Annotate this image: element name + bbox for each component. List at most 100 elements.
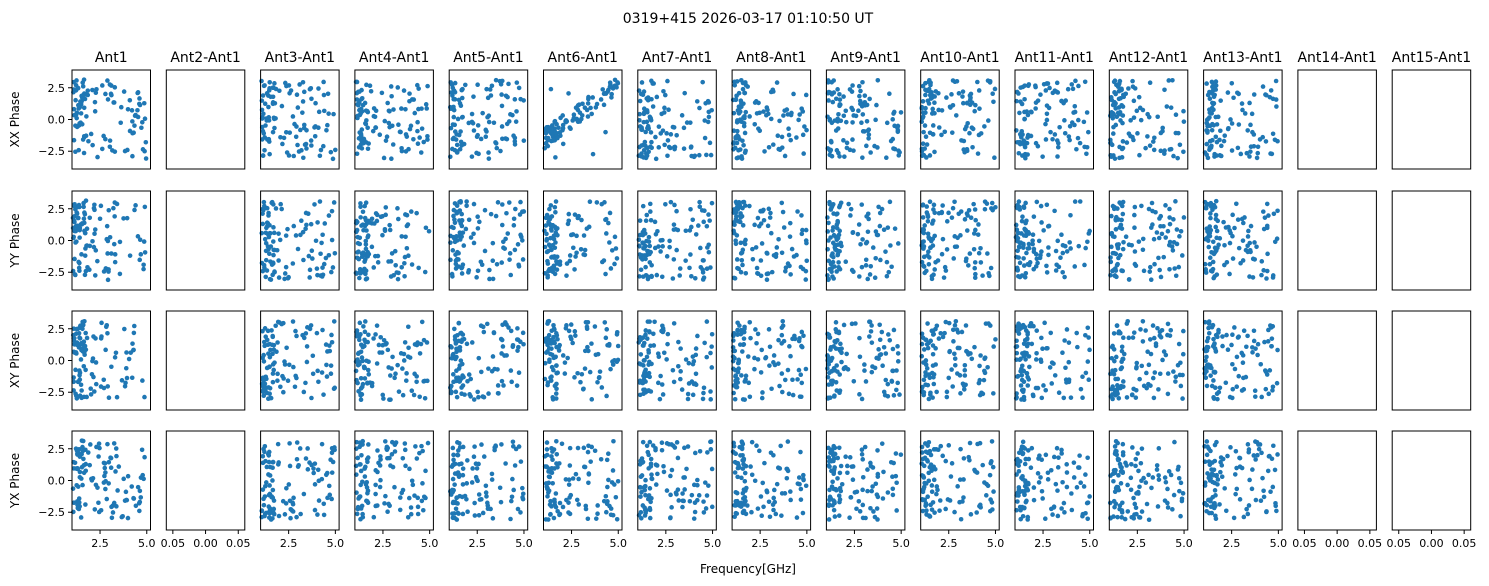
data-point — [636, 340, 642, 345]
data-point — [783, 265, 789, 270]
data-point — [1137, 152, 1142, 158]
data-point — [1131, 495, 1136, 501]
data-point — [831, 232, 837, 238]
data-point — [665, 331, 671, 337]
data-point — [1136, 468, 1141, 474]
data-point — [1170, 248, 1176, 253]
data-point — [545, 382, 550, 388]
data-point — [458, 200, 463, 205]
data-point — [965, 213, 970, 218]
axes-frame-ant11-ant1-2 — [1014, 310, 1094, 411]
data-point — [592, 324, 598, 329]
data-point — [92, 507, 98, 512]
data-point — [460, 444, 466, 450]
data-point — [674, 208, 679, 214]
data-point — [742, 494, 748, 500]
data-point — [835, 455, 841, 461]
data-point — [1151, 147, 1157, 153]
data-point — [1015, 373, 1021, 379]
data-point — [942, 330, 947, 336]
data-point — [387, 455, 392, 461]
data-point — [1080, 395, 1085, 401]
data-point — [477, 219, 482, 225]
data-point — [692, 450, 698, 456]
data-point — [779, 250, 785, 256]
data-point — [586, 94, 591, 100]
data-point — [759, 513, 765, 519]
data-point — [95, 485, 100, 490]
data-point — [964, 228, 970, 233]
x-tick-label: 0.05 — [161, 537, 186, 550]
data-point — [615, 478, 621, 484]
data-point — [855, 231, 861, 237]
data-point — [752, 355, 757, 361]
data-point — [119, 378, 125, 383]
data-point — [376, 460, 381, 466]
data-point — [1059, 447, 1064, 453]
scatter-points-ant11-ant1-0 — [1014, 78, 1091, 161]
data-point — [295, 246, 301, 252]
data-point — [921, 463, 927, 469]
axes-frame-ant3-ant1-3 — [260, 430, 340, 531]
data-point — [276, 513, 282, 519]
data-point — [486, 150, 491, 155]
data-point — [1160, 125, 1165, 131]
scatter-points-ant10-ant1-2 — [919, 318, 998, 402]
data-point — [1048, 129, 1053, 135]
data-point — [417, 351, 423, 356]
data-point — [96, 454, 101, 459]
data-point — [261, 359, 267, 364]
column-title-ant3-ant1: Ant3-Ant1 — [265, 50, 335, 66]
axes-frame-ant8-ant1-1 — [731, 190, 812, 291]
data-point — [1064, 327, 1070, 332]
data-point — [1062, 130, 1068, 136]
data-point — [105, 78, 110, 83]
data-point — [640, 503, 646, 508]
data-point — [504, 121, 510, 127]
data-point — [485, 95, 491, 101]
data-point — [884, 259, 890, 265]
data-point — [358, 506, 364, 511]
data-point — [112, 214, 117, 219]
data-point — [977, 106, 982, 111]
data-point — [548, 129, 554, 134]
data-point — [890, 117, 896, 122]
data-point — [643, 328, 649, 333]
data-point — [516, 444, 522, 449]
data-point — [448, 125, 454, 131]
data-point — [326, 483, 332, 489]
axes-frame-ant5-ant1-0 — [448, 69, 529, 170]
data-point — [1039, 335, 1044, 341]
data-point — [584, 324, 590, 330]
data-point — [266, 453, 272, 458]
data-point — [827, 487, 832, 493]
data-point — [553, 230, 559, 236]
data-point — [1020, 439, 1026, 445]
data-point — [111, 500, 117, 506]
data-point — [481, 454, 487, 459]
data-point — [952, 509, 957, 515]
data-point — [563, 119, 569, 125]
data-point — [638, 485, 643, 490]
data-point — [72, 219, 77, 225]
data-point — [73, 97, 78, 103]
data-point — [127, 253, 133, 258]
data-point — [512, 97, 518, 102]
data-point — [644, 212, 650, 218]
data-point — [972, 344, 977, 350]
data-point — [406, 324, 411, 330]
data-point — [108, 465, 114, 471]
data-point — [409, 478, 415, 484]
y-tick-label: −2.5 — [38, 506, 65, 519]
data-point — [613, 246, 619, 251]
data-point — [81, 470, 87, 476]
data-point — [1156, 446, 1162, 451]
data-point — [938, 330, 943, 336]
data-point — [601, 258, 607, 263]
axes-frame-ant3-ant1-2 — [260, 310, 340, 411]
data-point — [142, 250, 148, 255]
data-point — [835, 476, 840, 481]
data-point — [836, 260, 841, 265]
axes-frame-ant7-ant1-0 — [637, 69, 717, 170]
data-point — [740, 262, 745, 268]
